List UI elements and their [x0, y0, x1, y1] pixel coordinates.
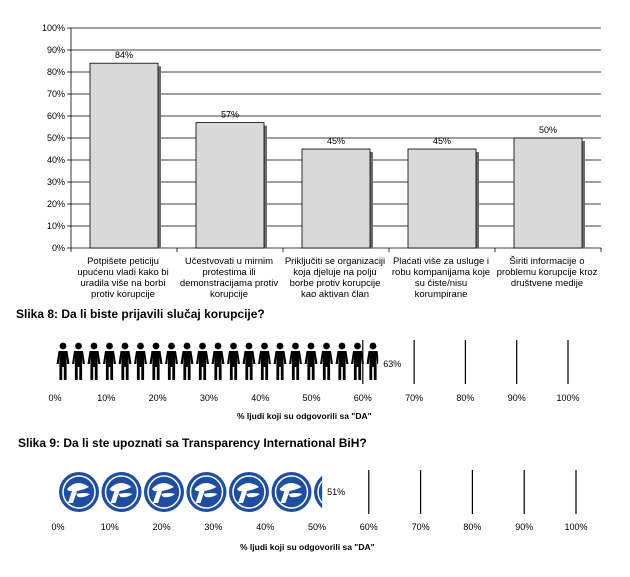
person-icon [227, 342, 240, 380]
person-icon [118, 342, 132, 380]
person-icon [134, 342, 147, 380]
person-icon [304, 342, 318, 380]
y-tick-label: 0% [52, 243, 65, 253]
pictograph-fill [59, 472, 323, 512]
bar-category-label: Priključiti se organizaciji koja djeluje… [284, 256, 386, 300]
person-icon [180, 342, 194, 380]
x-tick-label: 90% [508, 393, 526, 403]
person-icon [165, 342, 178, 380]
bar-value-label: 50% [539, 125, 557, 135]
x-tick-label: 20% [153, 522, 171, 532]
x-tick-label: 40% [251, 393, 269, 403]
transparency-logo-icon [271, 472, 312, 512]
bar-value-label: 57% [221, 110, 239, 120]
transparency-logo-icon [144, 472, 184, 512]
x-tick-label: 10% [97, 393, 115, 403]
transparency-logo-icon [59, 472, 99, 512]
x-tick-label: 80% [463, 522, 481, 532]
x-tick-label: 70% [405, 393, 423, 403]
y-tick-label: 90% [47, 45, 65, 55]
person-icon [103, 342, 116, 380]
transparency-logo-icon [186, 472, 227, 512]
person-icon [149, 342, 163, 380]
figure-9-title: Slika 9: Da li ste upoznati sa Transpare… [18, 436, 367, 450]
person-icon [335, 342, 349, 380]
transparency-logo-icon [101, 472, 142, 512]
y-tick-label: 50% [47, 133, 65, 143]
x-tick-label: 20% [149, 393, 167, 403]
x-tick-label: 70% [412, 522, 430, 532]
x-tick-label: 0% [48, 393, 61, 403]
x-tick-label: 60% [360, 522, 378, 532]
bar-category-label: Potpišete peticiju upućenu vladi kako bi… [77, 256, 169, 300]
bar [513, 137, 583, 249]
transparency-logo-icon [229, 472, 269, 512]
transparency-logo-icon [314, 475, 323, 509]
x-tick-label: 0% [51, 522, 64, 532]
people-pictograph: 0% 10% 20% 30% 40% 50% 60% 70% 80% 90% 100% 63% [48, 340, 580, 403]
bar-category-label: Širiti informacije o problemu korupcije … [496, 256, 598, 289]
y-tick-label: 30% [47, 177, 65, 187]
person-icon [196, 342, 209, 380]
bar-chart: 0% 10% 20% 30% 40% 50% 60% 70% 80% 90% 100% 84% 57% 4… [42, 23, 602, 253]
x-tick-label: 90% [515, 522, 533, 532]
x-tick-label: 10% [101, 522, 119, 532]
x-tick-label: 80% [456, 393, 474, 403]
bar [195, 122, 265, 249]
y-tick-label: 100% [42, 23, 65, 33]
x-tick-label: 40% [256, 522, 274, 532]
bar-category-label: Učestvovati u mirnim protestima ili demo… [179, 256, 279, 300]
y-tick-label: 80% [47, 67, 65, 77]
bar [301, 148, 371, 249]
person-icon [258, 342, 271, 380]
bar-value-label: 45% [327, 136, 345, 146]
y-tick-label: 70% [47, 89, 65, 99]
bar [89, 62, 159, 249]
person-icon [320, 342, 333, 380]
logo-pictograph: 0% 10% 20% 30% 40% 50% 60% 70% 80% 90% 100% 51% [51, 470, 588, 532]
person-icon [351, 342, 364, 380]
bar-value-label: 45% [433, 136, 451, 146]
person-icon [211, 342, 225, 380]
pictograph-fill [56, 342, 379, 380]
person-icon [72, 342, 85, 380]
person-icon [242, 342, 256, 380]
x-tick-label: 30% [204, 522, 222, 532]
person-icon [273, 342, 287, 380]
value-label: 51% [327, 487, 345, 497]
bar-value-label: 84% [115, 50, 133, 60]
person-icon [289, 342, 302, 380]
y-tick-label: 40% [47, 155, 65, 165]
figure-9-axis-label: % ljudi koji su odgovorili sa "DA" [240, 542, 375, 552]
x-tick-label: 50% [308, 522, 326, 532]
x-tick-label: 50% [302, 393, 320, 403]
x-tick-label: 100% [564, 522, 587, 532]
y-tick-label: 10% [47, 221, 65, 231]
figure-8-title: Slika 8: Da li biste prijavili slučaj ko… [16, 307, 265, 321]
x-tick-label: 30% [200, 393, 218, 403]
bar-category-label: Plaćati više za usluge i robu kompanijam… [391, 256, 491, 300]
person-icon [87, 342, 101, 380]
y-tick-label: 20% [47, 199, 65, 209]
person-icon [56, 342, 70, 380]
y-tick-label: 60% [47, 111, 65, 121]
figure-8-axis-label: % ljudi koji su odgovorili sa "DA" [237, 411, 372, 421]
x-tick-label: 60% [354, 393, 372, 403]
person-icon [366, 342, 379, 380]
x-tick-label: 100% [556, 393, 579, 403]
value-label: 63% [383, 359, 401, 369]
bar [407, 148, 477, 249]
